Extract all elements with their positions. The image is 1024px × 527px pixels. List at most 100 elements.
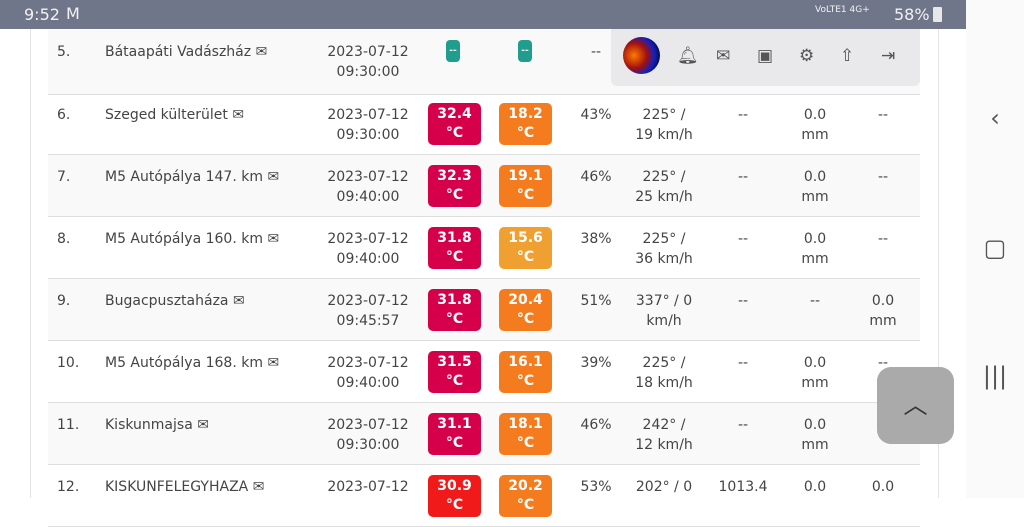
total-unit: mm	[869, 313, 897, 329]
pressure: --	[737, 417, 749, 433]
temperature-value: 20.4	[508, 292, 543, 308]
gear-icon[interactable]: ⚙	[799, 46, 815, 66]
status-bar: 9:52 M VoLTE1 4G+ 58%	[0, 0, 966, 29]
temperature-diff-badge: 19.1 °C	[499, 165, 552, 207]
station-name-text: Bugacpusztaháza	[105, 293, 229, 309]
pressure: --	[737, 355, 749, 371]
rank: 5.	[57, 44, 71, 60]
temperature-value: 31.1	[437, 416, 472, 432]
wind-direction: 225° /	[642, 355, 686, 371]
timestamp: 2023-07-12 09:45:57	[318, 291, 418, 331]
station-name-text: M5 Autópálya 168. km	[105, 355, 263, 371]
station-name[interactable]: Szeged külterület ✉	[105, 105, 244, 125]
upload-icon[interactable]: ⇧	[840, 46, 855, 66]
envelope-icon[interactable]: ✉	[716, 46, 731, 66]
wind-direction: 225° /	[642, 231, 686, 247]
humidity: 43%	[580, 107, 612, 123]
unit: °C	[445, 435, 464, 451]
pressure: 1013.4	[718, 479, 768, 495]
temperature-diff-badge: 18.2 °C	[499, 103, 552, 145]
envelope-icon[interactable]: ✉	[232, 293, 245, 309]
rank: 6.	[57, 107, 71, 123]
station-name[interactable]: M5 Autópálya 168. km ✉	[105, 353, 279, 373]
timestamp: 2023-07-12	[318, 477, 418, 497]
wind: 225° / 18 km/h	[628, 353, 700, 393]
unit: °C	[516, 311, 535, 327]
table-row[interactable]: 6. Szeged külterület ✉ 2023-07-12 09:30:0…	[48, 93, 920, 155]
temperature-diff-badge: 20.4 °C	[499, 289, 552, 331]
unit: °C	[516, 435, 535, 451]
envelope-icon[interactable]: ✉	[252, 479, 265, 495]
rank: 11.	[57, 417, 80, 433]
total-value: --	[877, 107, 889, 123]
back-button[interactable]: ‹	[990, 104, 1000, 132]
table-row[interactable]: 9. Bugacpusztaháza ✉ 2023-07-12 09:45:57 3…	[48, 279, 920, 341]
container-border	[938, 29, 939, 498]
precipitation: 0.0 mm	[780, 167, 850, 207]
table-row[interactable]: 8. M5 Autópálya 160. km ✉ 2023-07-12 09:4…	[48, 217, 920, 279]
date: 2023-07-12	[327, 169, 409, 185]
unit: °C	[445, 497, 464, 513]
wind-direction: 337° / 0	[635, 293, 693, 309]
avatar[interactable]	[623, 37, 660, 74]
temperature-value: 31.8	[437, 230, 472, 246]
envelope-icon[interactable]: ✉	[267, 231, 280, 247]
rain-value: 0.0	[803, 107, 827, 123]
time: 09:40:00	[336, 251, 400, 267]
pressure: --	[737, 107, 749, 123]
temperature-value: 18.2	[508, 106, 543, 122]
station-name[interactable]: M5 Autópálya 160. km ✉	[105, 229, 279, 249]
wind-direction: 242° /	[642, 417, 686, 433]
table-row[interactable]: 11. Kiskunmajsa ✉ 2023-07-12 09:30:00 31.1…	[48, 403, 920, 465]
wind-speed: km/h	[646, 313, 682, 329]
briefcase-icon[interactable]: ▣	[757, 46, 774, 66]
envelope-icon[interactable]: ✉	[267, 169, 280, 185]
temperature-badge: 31.8 °C	[428, 289, 481, 331]
pressure: --	[737, 169, 749, 185]
scroll-to-top-button[interactable]: ︿	[877, 367, 954, 444]
envelope-icon[interactable]: ✉	[267, 355, 280, 371]
precipitation-total: --	[848, 167, 918, 187]
total-value: --	[877, 231, 889, 247]
temperature-value: 32.4	[437, 106, 472, 122]
precipitation-total: 0.0 mm	[848, 291, 918, 331]
temperature-badge: 30.9 °C	[428, 475, 481, 517]
recents-button[interactable]: |||	[982, 362, 1008, 390]
bell-icon[interactable]: 🔔︎	[677, 46, 699, 66]
wind: 225° / 36 km/h	[628, 229, 700, 269]
timestamp: 2023-07-12 09:30:00	[318, 105, 418, 145]
rank: 8.	[57, 231, 71, 247]
wind-speed: 12 km/h	[635, 437, 693, 453]
signal-icon: VoLTE1 4G+	[815, 5, 870, 15]
envelope-icon[interactable]: ✉	[255, 44, 268, 60]
temperature-diff-badge: --	[518, 40, 532, 62]
pressure: --	[737, 231, 749, 247]
table-row[interactable]: 10. M5 Autópálya 168. km ✉ 2023-07-12 09:…	[48, 341, 920, 403]
table-row[interactable]: 7. M5 Autópálya 147. km ✉ 2023-07-12 09:4…	[48, 155, 920, 217]
wind-direction: 225° /	[642, 107, 686, 123]
table-row[interactable]: 12. KISKUNFELEGYHAZA ✉ 2023-07-12 30.9 °C 2…	[48, 465, 920, 527]
user-toolbar: 🔔︎ ✉ ▣ ⚙ ⇧ ⇥	[611, 29, 920, 86]
timestamp: 2023-07-12 09:40:00	[318, 229, 418, 269]
station-name[interactable]: Bátaapáti Vadászház ✉	[105, 42, 267, 62]
station-name[interactable]: KISKUNFELEGYHAZA ✉	[105, 477, 264, 497]
temperature-badge: 32.3 °C	[428, 165, 481, 207]
logout-icon[interactable]: ⇥	[881, 46, 896, 66]
temperature-badge: --	[446, 40, 460, 62]
home-button[interactable]: ▢	[983, 234, 1007, 262]
envelope-icon[interactable]: ✉	[232, 107, 245, 123]
station-name[interactable]: M5 Autópálya 147. km ✉	[105, 167, 279, 187]
temperature-value: 32.3	[437, 168, 472, 184]
precipitation-total: --	[848, 353, 918, 373]
humidity: 51%	[580, 293, 612, 309]
precipitation: 0.0 mm	[780, 415, 850, 455]
rank: 10.	[57, 355, 80, 371]
station-name[interactable]: Kiskunmajsa ✉	[105, 415, 209, 435]
battery-level: 58%	[894, 5, 930, 24]
station-name-text: Kiskunmajsa	[105, 417, 193, 433]
rain-unit: mm	[801, 189, 829, 205]
station-name[interactable]: Bugacpusztaháza ✉	[105, 291, 245, 311]
envelope-icon[interactable]: ✉	[197, 417, 209, 433]
total-value: 0.0	[871, 479, 895, 495]
date: 2023-07-12	[327, 293, 409, 309]
